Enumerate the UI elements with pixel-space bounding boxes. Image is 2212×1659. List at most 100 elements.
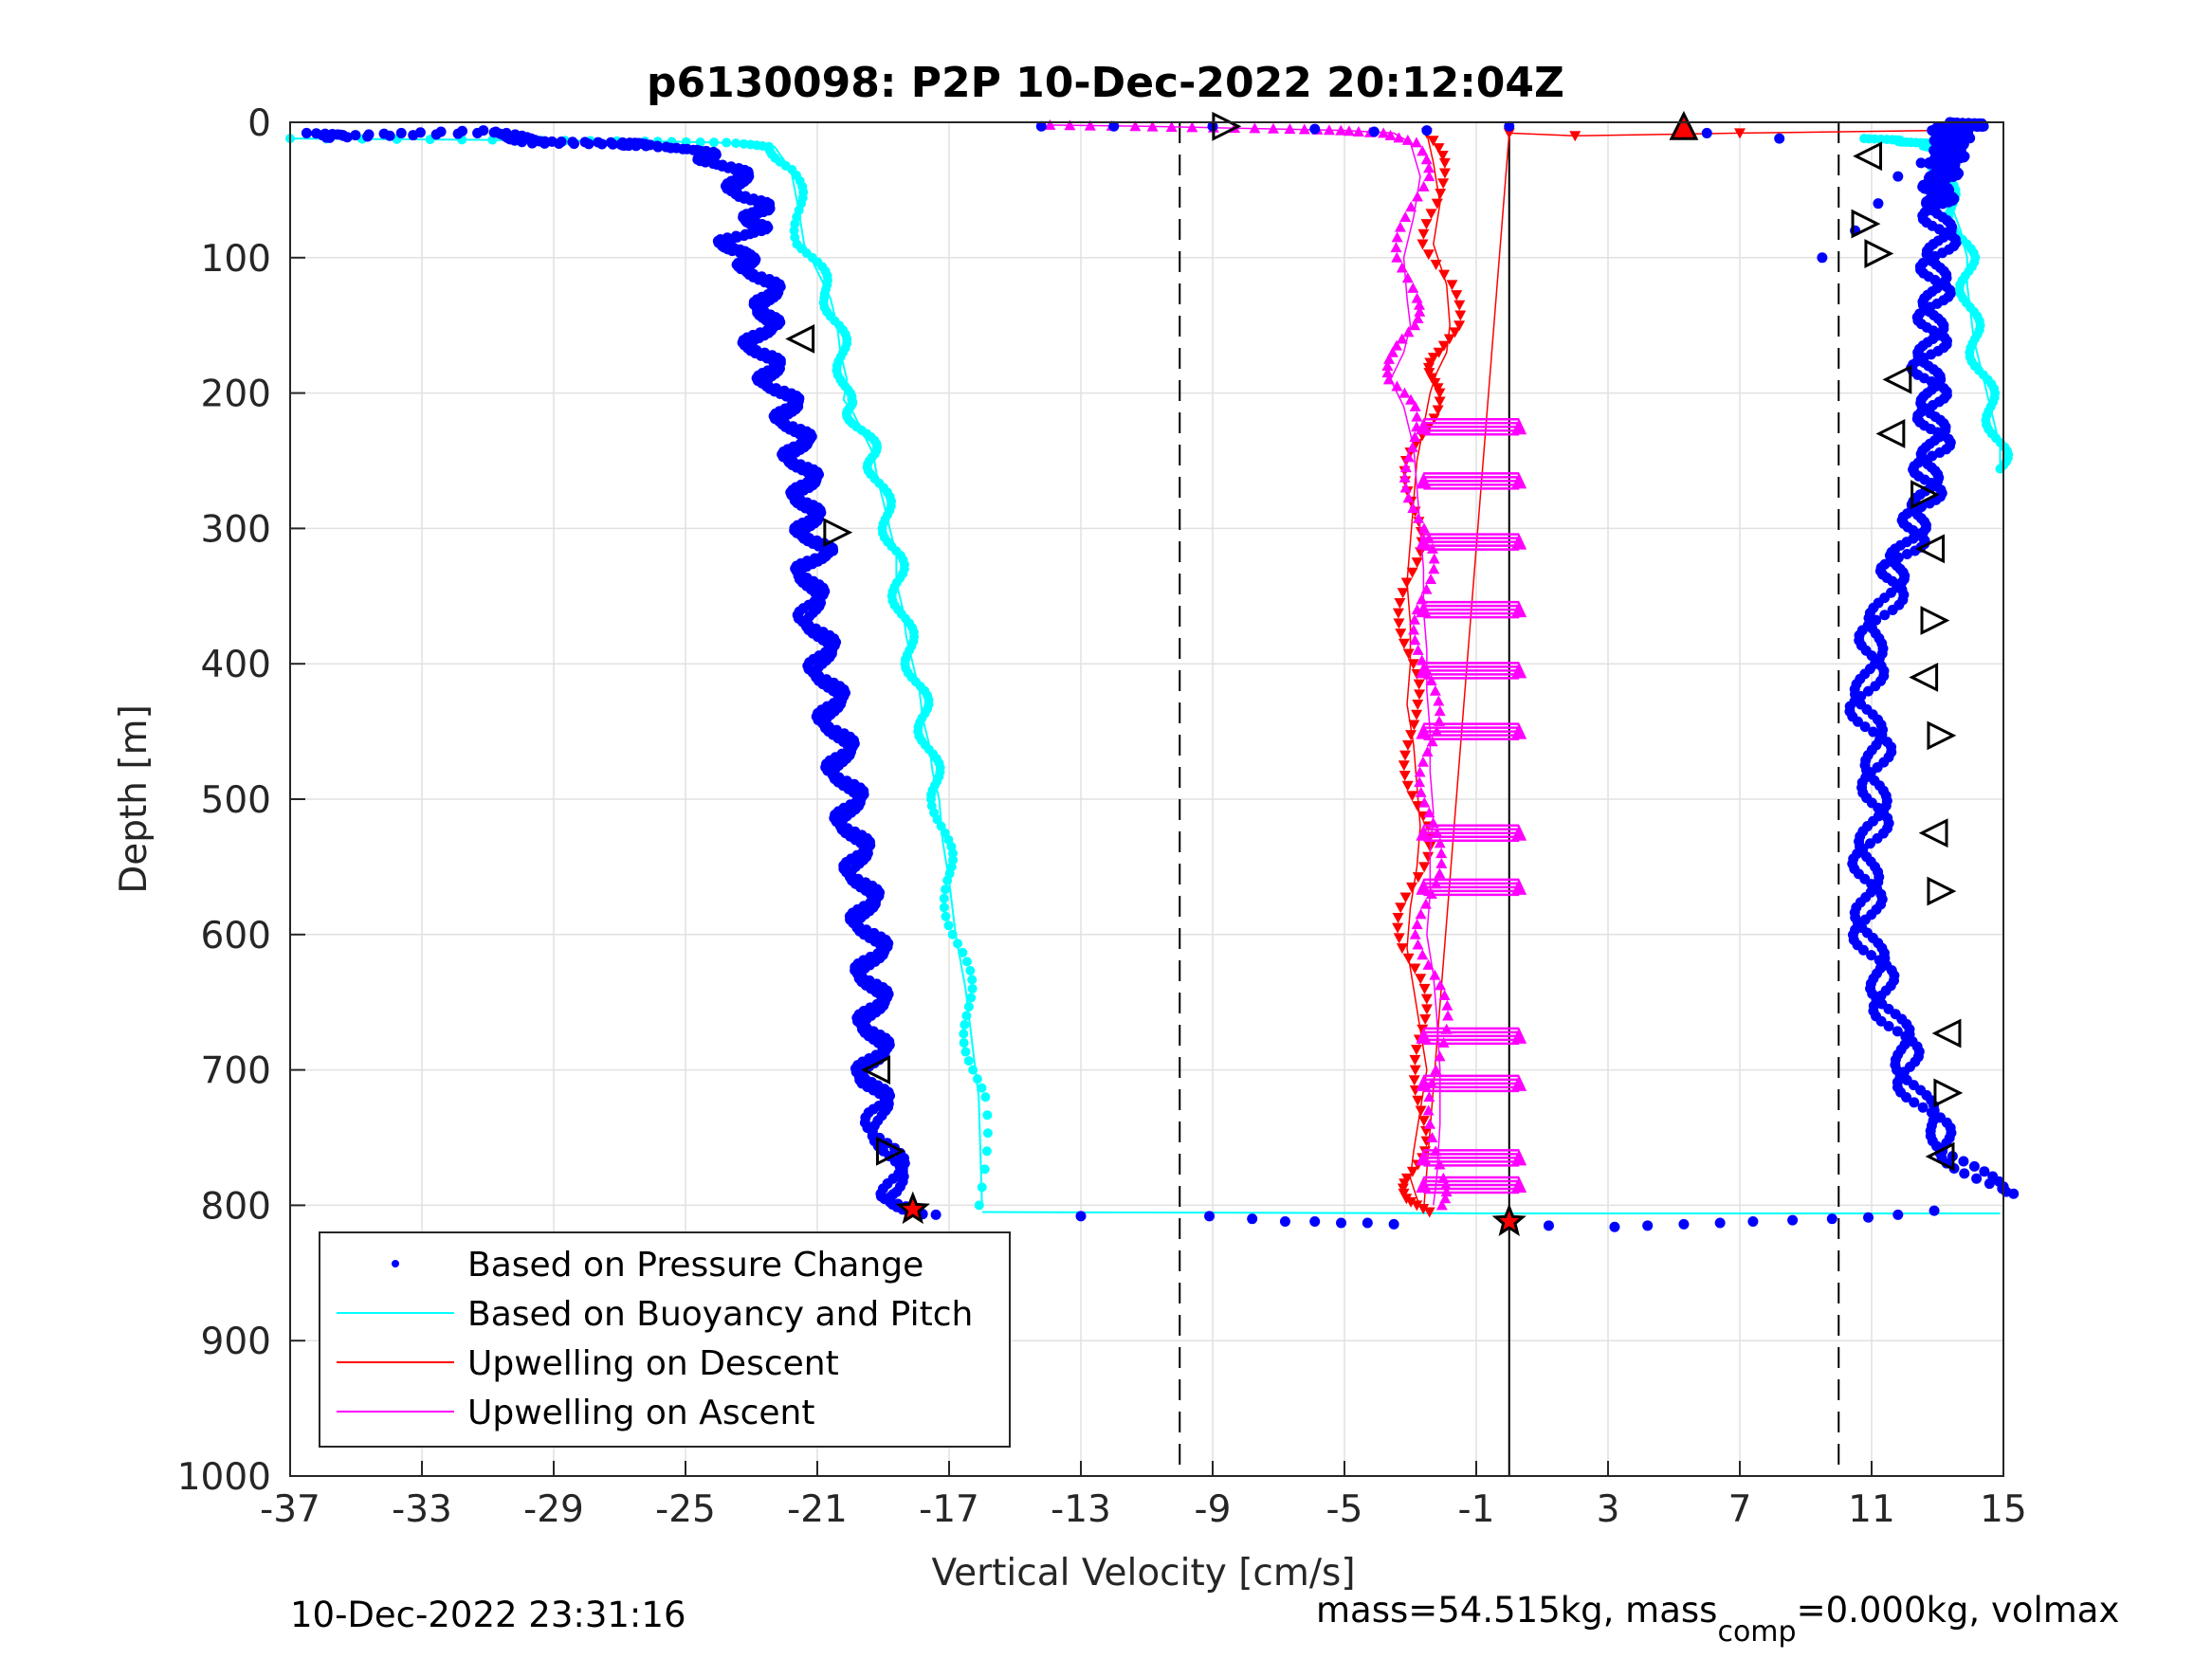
pressure-point	[1421, 125, 1433, 137]
highlight-marker	[1491, 1203, 1526, 1236]
upwelling-descent-point	[1449, 327, 1461, 338]
upwelling-ascent-point	[1409, 928, 1421, 939]
pressure-point	[1942, 144, 1953, 155]
upwelling-ascent-point	[1409, 400, 1421, 411]
upwelling-ascent-point	[1412, 644, 1424, 655]
upwelling-ascent-point	[1391, 231, 1403, 243]
y-tick-label: 0	[247, 102, 271, 145]
pressure-point	[930, 1209, 941, 1220]
pressure-point	[1958, 1156, 1969, 1167]
upwelling-ascent-point	[1426, 736, 1438, 747]
pressure-point	[631, 140, 642, 152]
upwelling-descent-point	[1401, 739, 1414, 751]
upwelling-ascent-point	[1406, 441, 1418, 452]
x-tick-label: -13	[1051, 1488, 1111, 1531]
upwelling-ascent-point	[1396, 333, 1408, 344]
x-tick-label: 11	[1848, 1488, 1895, 1531]
upwelling-descent-line	[1406, 133, 1451, 1212]
upwelling-descent-point	[1451, 290, 1463, 301]
upwelling-descent-point	[1436, 150, 1449, 161]
pressure-point	[1309, 1216, 1321, 1228]
y-axis: 0 100 200 300 400 500 600 700 800 900 1000	[177, 102, 305, 1499]
pressure-point	[1108, 120, 1120, 132]
upwelling-descent-point	[1418, 983, 1431, 994]
upwelling-descent-point	[1405, 730, 1417, 741]
pressure-point	[1075, 1211, 1087, 1222]
upwelling-descent-point	[1417, 1116, 1430, 1127]
upwelling-descent-point	[1446, 280, 1458, 291]
ascent-triangle-marker	[1927, 720, 1957, 751]
upwelling-ascent-point	[1428, 553, 1440, 564]
upwelling-ascent-point	[1425, 675, 1437, 686]
upwelling-ascent-point	[1382, 374, 1395, 385]
upwelling-ascent-point	[1429, 684, 1441, 696]
pressure-point	[1929, 1205, 1940, 1216]
upwelling-ascent-point	[1418, 796, 1431, 808]
pressure-point	[579, 137, 591, 148]
buoyancy-point	[963, 1056, 974, 1066]
pressure-point	[1678, 1218, 1690, 1230]
upwelling-ascent-point	[1405, 201, 1417, 212]
upwelling-descent-point	[1418, 862, 1431, 873]
upwelling-ascent-point	[1435, 1199, 1448, 1211]
x-axis-title: Vertical Velocity [cm/s]	[931, 1552, 1355, 1595]
upwelling-ascent-point	[1421, 746, 1434, 757]
upwelling-ascent-point	[1441, 999, 1453, 1011]
upwelling-ascent-point	[1146, 120, 1159, 132]
pressure-point	[670, 142, 682, 154]
upwelling-ascent-point	[1396, 262, 1408, 273]
upwelling-descent-point	[1417, 239, 1429, 250]
legend-label-pressure: Based on Pressure Change	[467, 1246, 923, 1285]
pressure-point	[324, 132, 336, 143]
upwelling-ascent-point	[1425, 573, 1437, 584]
upwelling-descent-point	[1435, 188, 1447, 199]
upwelling-descent-point	[1411, 1200, 1423, 1212]
upwelling-descent-point	[1437, 178, 1450, 190]
pressure-point	[435, 126, 447, 137]
upwelling-ascent-point	[1419, 898, 1432, 909]
upwelling-ascent-spike-end	[1416, 533, 1432, 550]
pressure-point	[556, 137, 567, 148]
upwelling-descent-point	[1409, 1054, 1421, 1066]
upwelling-ascent-point	[1435, 857, 1448, 868]
upwelling-ascent-point	[1428, 563, 1440, 574]
upwelling-ascent-point	[1417, 145, 1429, 156]
pressure-point	[2008, 1188, 2020, 1199]
pressure-point	[350, 130, 361, 141]
upwelling-ascent-point	[1407, 282, 1419, 293]
y-tick-label: 300	[201, 508, 271, 551]
pressure-point	[1901, 549, 1912, 560]
upwelling-descent-point	[1392, 922, 1404, 934]
ascent-triangle-marker	[1910, 480, 1940, 510]
buoyancy-point	[968, 1065, 978, 1075]
upwelling-ascent-spike-end	[1416, 1149, 1432, 1166]
upwelling-ascent-point	[1422, 958, 1435, 970]
x-tick-label: -37	[260, 1488, 320, 1531]
upwelling-ascent-point	[1378, 127, 1390, 138]
upwelling-descent-point	[1438, 168, 1451, 179]
upwelling-descent-point	[1437, 340, 1450, 352]
upwelling-descent-point	[1412, 872, 1424, 884]
pressure-point	[1892, 1026, 1903, 1037]
buoyancy-point	[959, 1029, 969, 1039]
upwelling-ascent-point	[1399, 462, 1412, 473]
pressure-point	[1859, 721, 1871, 733]
pressure-point	[1868, 726, 1879, 738]
pressure-point	[1856, 690, 1867, 702]
highlight-marker	[895, 1191, 930, 1225]
upwelling-ascent-point	[1423, 807, 1435, 818]
legend-label-buoyancy: Based on Buoyancy and Pitch	[467, 1295, 973, 1334]
buoyancy-point	[960, 1020, 970, 1030]
footer-mass-text: mass=54.515kg, masscomp=0.000kg, volmax	[1316, 1590, 2119, 1649]
upwelling-ascent-spike-end	[1416, 722, 1432, 739]
upwelling-descent-point	[1415, 1105, 1427, 1117]
ascent-triangle-marker	[1931, 1018, 1962, 1048]
upwelling-ascent-point	[1415, 786, 1427, 797]
upwelling-ascent-point	[1084, 119, 1096, 131]
upwelling-descent-point	[1405, 882, 1417, 893]
upwelling-ascent-point	[1390, 242, 1402, 253]
pressure-point	[1247, 1213, 1258, 1225]
upwelling-ascent-spike-end	[1416, 878, 1432, 895]
upwelling-ascent-point	[1417, 180, 1430, 191]
upwelling-ascent-point	[1420, 154, 1433, 165]
